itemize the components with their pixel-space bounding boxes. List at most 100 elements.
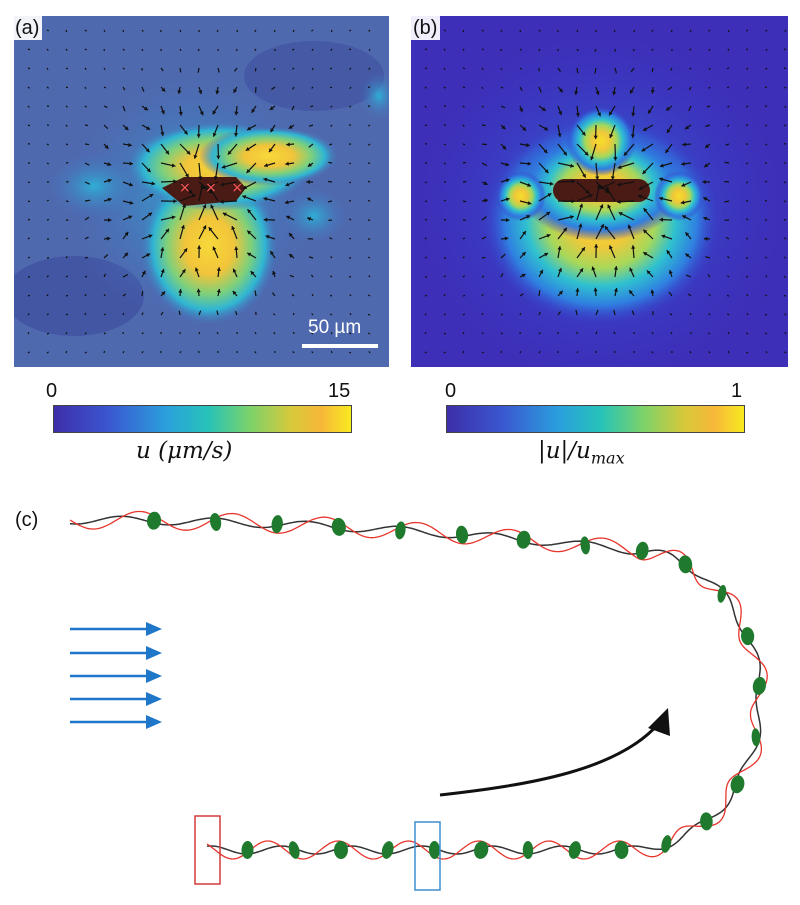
vector-arrow xyxy=(481,216,487,221)
vector-arrow xyxy=(575,309,578,316)
vector-arrow xyxy=(481,124,486,127)
vector-arrowhead xyxy=(188,189,193,194)
vector-arrow xyxy=(519,67,522,70)
vector-arrow xyxy=(46,199,50,202)
vector-arrow xyxy=(122,29,125,33)
vector-arrow xyxy=(179,48,182,52)
vector-arrow xyxy=(481,332,484,335)
vector-arrowhead xyxy=(526,215,531,219)
colorbar-b-max: 1 xyxy=(731,380,743,402)
vector-arrowhead xyxy=(659,196,663,201)
vector-arrowhead xyxy=(233,88,238,93)
vector-arrow xyxy=(557,67,562,72)
swimmer-body xyxy=(580,536,590,555)
vector-arrow xyxy=(481,29,484,32)
vector-arrowhead xyxy=(197,245,202,249)
vector-arrow xyxy=(557,311,561,316)
vector-arrowhead xyxy=(549,181,554,186)
vector-arrow xyxy=(724,161,730,164)
vector-arrowhead xyxy=(546,211,551,216)
vector-arrowhead xyxy=(146,168,151,173)
vector-arrowhead xyxy=(208,227,213,232)
vector-arrowhead xyxy=(613,288,618,292)
vector-arrowhead xyxy=(642,170,647,174)
vector-arrow xyxy=(481,236,487,240)
vector-arrowhead xyxy=(581,131,586,136)
vector-arrow xyxy=(443,351,446,354)
vector-arrow xyxy=(254,29,257,32)
vector-arrow xyxy=(103,313,107,316)
vector-arrow xyxy=(254,290,257,297)
vector-arrow xyxy=(613,309,616,316)
vector-arrowhead xyxy=(178,111,183,116)
swimmer-body xyxy=(730,775,745,794)
vector-arrowhead xyxy=(107,197,112,202)
vector-arrow xyxy=(443,67,446,71)
vector-arrow xyxy=(462,48,465,51)
flow-arrows xyxy=(70,622,162,729)
vector-arrow xyxy=(27,218,31,221)
vector-arrowhead xyxy=(245,147,250,151)
vector-arrow xyxy=(462,105,465,108)
vector-arrow xyxy=(311,313,314,316)
vector-arrowhead xyxy=(160,110,165,115)
vector-arrow xyxy=(291,105,295,111)
vector-arrow xyxy=(46,275,49,278)
vector-arrowhead xyxy=(186,150,191,155)
vector-arrow xyxy=(273,67,276,71)
vector-arrowhead xyxy=(234,246,239,251)
vector-arrow xyxy=(84,181,91,185)
vector-arrow xyxy=(462,67,466,70)
vector-arrowhead xyxy=(232,268,237,273)
vector-arrow xyxy=(65,294,69,297)
vector-arrowhead xyxy=(220,182,224,187)
swimmer-body xyxy=(568,841,581,859)
vector-arrowhead xyxy=(106,236,111,241)
vector-arrowhead xyxy=(505,178,510,183)
vector-arrowhead xyxy=(194,267,199,272)
colorbar-b-min: 0 xyxy=(445,380,457,402)
vector-arrow xyxy=(689,312,692,316)
vector-arrowhead xyxy=(544,126,549,131)
vector-arrowhead xyxy=(263,217,268,222)
vector-arrowhead xyxy=(605,186,610,191)
vector-arrowhead xyxy=(247,252,252,257)
vector-arrow xyxy=(103,124,109,130)
vector-arrow xyxy=(462,86,466,89)
swimmer-body xyxy=(381,841,394,859)
vector-arrowhead xyxy=(521,273,526,278)
vector-arrowhead xyxy=(210,204,215,209)
vector-arrow xyxy=(764,124,768,127)
vector-arrow xyxy=(764,180,768,183)
vector-arrow xyxy=(462,275,465,278)
vector-arrowhead xyxy=(107,218,112,223)
vector-arrowhead xyxy=(247,209,252,214)
vector-arrow xyxy=(27,105,30,108)
colorbar-a-min: 0 xyxy=(46,380,58,402)
vector-arrow xyxy=(519,312,522,316)
vector-arrow xyxy=(500,293,503,297)
vector-arrowhead xyxy=(685,232,690,237)
vector-arrow xyxy=(614,67,618,74)
colorbar-b xyxy=(446,405,745,433)
vector-arrow xyxy=(668,291,673,297)
vector-arrowhead xyxy=(483,181,488,186)
vector-arrow xyxy=(310,274,314,278)
vector-arrowhead xyxy=(527,161,532,166)
vector-arrow xyxy=(783,124,787,127)
swimmer-body xyxy=(614,841,629,859)
vector-arrow xyxy=(141,29,144,32)
vector-arrow xyxy=(443,143,447,146)
highlight-box-red xyxy=(194,815,221,885)
vector-arrow xyxy=(27,256,31,259)
vector-arrowhead xyxy=(558,290,563,295)
vector-arrowhead xyxy=(646,270,651,275)
vector-arrow xyxy=(651,67,654,73)
panel-a-heatmap xyxy=(14,16,389,367)
vector-arrowhead xyxy=(609,134,614,138)
vector-arrow xyxy=(368,67,371,70)
vector-arrow xyxy=(784,237,787,240)
vector-arrow xyxy=(669,312,673,316)
vector-arrow xyxy=(46,86,49,89)
vector-arrow xyxy=(65,67,69,70)
